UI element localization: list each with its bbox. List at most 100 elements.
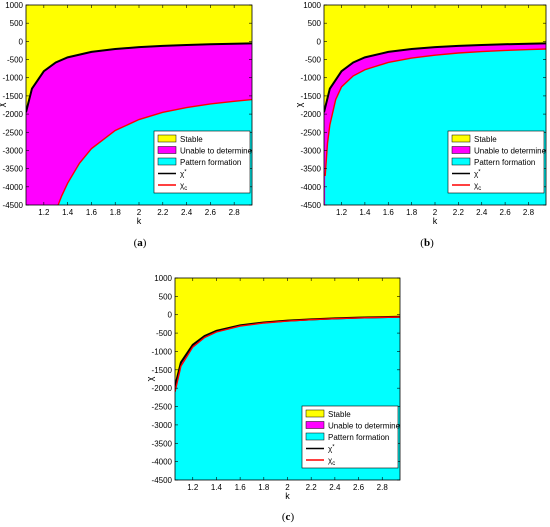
series-line-chi-star xyxy=(26,42,252,113)
y-tick-label: 0 xyxy=(19,37,24,46)
x-tick-label: 1.4 xyxy=(359,208,371,217)
legend-label: Unable to determine xyxy=(328,422,401,431)
y-tick-label: 500 xyxy=(10,19,24,28)
y-tick-label: 500 xyxy=(159,292,173,301)
x-axis-label: k xyxy=(433,216,438,226)
panel-caption: (c) xyxy=(282,511,295,523)
legend-label: Pattern formation xyxy=(180,158,241,167)
legend: Stable Unable to determine Pattern formati… xyxy=(447,130,547,194)
y-tick-label: -1500 xyxy=(152,366,173,375)
y-tick-label: -1500 xyxy=(3,92,24,101)
x-tick-label: 2.8 xyxy=(229,208,241,217)
legend-label: Stable xyxy=(474,135,497,144)
x-tick-label: 2 xyxy=(285,483,290,492)
series-line-chi-c xyxy=(57,98,252,205)
y-tick-label: -3500 xyxy=(152,439,173,448)
x-tick-label: 1.6 xyxy=(86,208,98,217)
y-tick-label: 0 xyxy=(317,37,322,46)
legend-label: χ* xyxy=(180,170,187,179)
y-tick-label: -4000 xyxy=(152,458,173,467)
legend-label: Unable to determine xyxy=(180,147,253,156)
y-tick-label: -3000 xyxy=(152,421,173,430)
chart-panel-a: 1000 500 0 -500 -1000 -1500 -2000 -2500 -3000 -35… xyxy=(0,1,253,249)
legend: Stable Unable to determine Pattern formati… xyxy=(153,130,253,194)
y-axis-label: χ xyxy=(0,102,6,107)
x-tick-label: 1.8 xyxy=(110,208,122,217)
y-tick-label: 500 xyxy=(308,19,322,28)
legend-label: χc xyxy=(328,456,335,467)
y-tick-label: -4000 xyxy=(301,183,322,192)
legend-label: Unable to determine xyxy=(474,147,547,156)
y-tick-label: -2000 xyxy=(152,384,173,393)
y-tick-label: -1000 xyxy=(3,74,24,83)
y-tick-label: -4500 xyxy=(152,476,173,485)
y-tick-label: -1000 xyxy=(152,347,173,356)
y-axis-label: χ xyxy=(145,376,155,381)
legend-label: χ* xyxy=(474,170,481,179)
y-tick-label: -4500 xyxy=(3,201,24,210)
y-tick-label: -1000 xyxy=(301,74,322,83)
x-tick-label: 2 xyxy=(433,208,438,217)
y-tick-label: -2500 xyxy=(3,128,24,137)
x-tick-label: 2.4 xyxy=(329,483,341,492)
x-tick-label: 1.2 xyxy=(336,208,348,217)
x-tick-label: 2.2 xyxy=(453,208,465,217)
y-tick-label: 0 xyxy=(168,311,173,320)
chart-panel-c: 1000 500 0 -500 -1000 -1500 -2000 -2500 -3000 -35… xyxy=(145,274,401,523)
legend-swatch xyxy=(305,409,325,418)
x-tick-label: 1.4 xyxy=(62,208,74,217)
y-axis-label: χ xyxy=(294,102,304,107)
x-tick-label: 2.8 xyxy=(377,483,389,492)
legend-swatch xyxy=(157,134,177,143)
legend-label: Pattern formation xyxy=(328,433,389,442)
x-tick-label: 1.8 xyxy=(258,483,270,492)
legend-swatch xyxy=(157,146,177,154)
legend-swatch xyxy=(305,421,325,429)
x-tick-label: 2.6 xyxy=(353,483,365,492)
y-tick-label: 1000 xyxy=(303,1,321,10)
legend-swatch xyxy=(305,432,325,441)
chart-panel-b: 1000 500 0 -500 -1000 -1500 -2000 -2500 -3000 -35… xyxy=(294,1,547,249)
y-tick-label: -500 xyxy=(7,56,24,65)
legend-swatch xyxy=(451,157,471,166)
x-tick-label: 2 xyxy=(137,208,142,217)
y-tick-label: -3000 xyxy=(3,146,24,155)
x-tick-label: 1.4 xyxy=(211,483,223,492)
y-tick-label: -1500 xyxy=(301,92,322,101)
y-tick-label: -500 xyxy=(156,329,173,338)
y-tick-label: -4500 xyxy=(301,201,322,210)
y-tick-label: -3500 xyxy=(3,165,24,174)
legend-swatch xyxy=(451,146,471,154)
y-tick-label: -2500 xyxy=(301,128,322,137)
y-tick-label: -3000 xyxy=(301,146,322,155)
y-tick-label: -500 xyxy=(305,56,322,65)
legend-label: χ* xyxy=(328,445,335,454)
legend-label: Stable xyxy=(180,135,203,144)
y-tick-label: -2000 xyxy=(301,110,322,119)
x-tick-label: 1.6 xyxy=(383,208,395,217)
legend-swatch xyxy=(451,134,471,143)
y-tick-label: 1000 xyxy=(154,274,172,283)
x-axis-label: k xyxy=(137,216,142,226)
y-tick-label: -4000 xyxy=(3,183,24,192)
panel-caption: (a) xyxy=(134,237,147,249)
x-tick-label: 2.2 xyxy=(157,208,169,217)
legend: Stable Unable to determine Pattern formati… xyxy=(301,405,401,469)
y-tick-label: 1000 xyxy=(5,1,23,10)
legend-label: Pattern formation xyxy=(474,158,535,167)
series-line-chi-star xyxy=(324,42,546,113)
series-line-chi-c xyxy=(324,48,546,176)
x-tick-label: 2.6 xyxy=(500,208,512,217)
x-tick-label: 1.6 xyxy=(235,483,247,492)
x-tick-label: 1.8 xyxy=(406,208,418,217)
x-tick-label: 2.2 xyxy=(306,483,318,492)
series-line-chi-c xyxy=(175,316,400,393)
panel-caption: (b) xyxy=(420,237,434,249)
legend-swatch xyxy=(157,157,177,166)
x-tick-label: 2.6 xyxy=(205,208,217,217)
y-tick-label: -3500 xyxy=(301,165,322,174)
legend-label: Stable xyxy=(328,410,351,419)
x-axis-label: k xyxy=(285,491,290,501)
x-tick-label: 2.4 xyxy=(476,208,488,217)
